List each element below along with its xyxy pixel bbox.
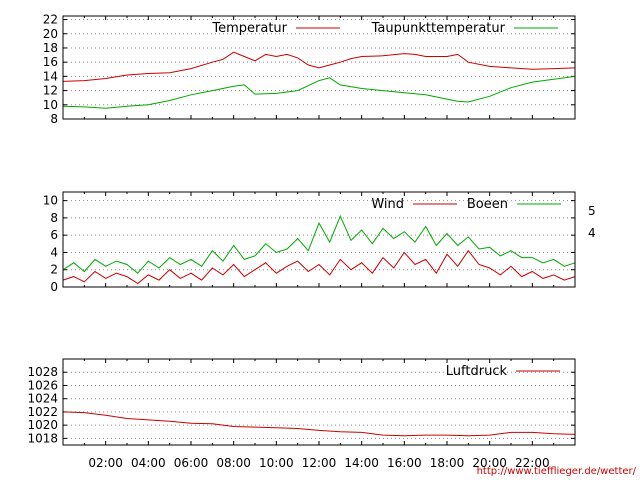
y-tick-label: 10 (43, 98, 58, 112)
x-tick-label: 14:00 (344, 456, 379, 470)
legend-label-temperatur: Temperatur (211, 21, 287, 36)
y-tick-label: 8 (50, 211, 58, 225)
legend-label-luftdruck: Luftdruck (446, 364, 508, 379)
series-line-taupunkttemperatur (62, 75, 576, 109)
y-tick-label: 20 (43, 27, 58, 41)
x-tick-label: 20:00 (472, 456, 507, 470)
y-tick-label: 1018 (27, 431, 58, 445)
side-label: 4 (588, 226, 596, 240)
x-tick-label: 10:00 (259, 456, 294, 470)
chart-panel-2: 0 2 4 6 8 10 Wind Boeen 5 4 (43, 191, 596, 294)
legend-label-taupunkttemperatur: Taupunkttemperatur (371, 21, 506, 36)
x-tick-label: 02:00 (88, 456, 123, 470)
y-tick-label: 1028 (27, 365, 58, 379)
y-tick-label: 10 (43, 194, 58, 208)
series-line-temperatur (62, 51, 576, 82)
plot-frame (62, 358, 576, 446)
x-tick-label: 12:00 (302, 456, 337, 470)
site-credit-link[interactable]: http://www.tiefflieger.de/wetter/ (477, 466, 637, 477)
y-tick-label: 4 (50, 245, 58, 259)
x-tick-label: 18:00 (430, 456, 465, 470)
y-tick-label: 1022 (27, 405, 58, 419)
x-tick-label: 22:00 (515, 456, 550, 470)
y-tick-label: 14 (43, 69, 58, 83)
series-line-luftdruck (62, 411, 576, 437)
y-tick-label: 1020 (27, 418, 58, 432)
legend-label-wind: Wind (371, 197, 404, 212)
y-tick-label: 22 (43, 13, 58, 27)
x-tick-label: 16:00 (387, 456, 422, 470)
plot-frame (62, 15, 576, 120)
plot-frame (62, 191, 576, 288)
y-tick-label: 1024 (27, 392, 58, 406)
x-tick-label: 06:00 (174, 456, 209, 470)
y-tick-label: 8 (50, 112, 58, 126)
legend-label-boeen: Boeen (467, 197, 508, 212)
series-line-boeen (62, 214, 576, 274)
y-tick-label: 1026 (27, 378, 58, 392)
series-line-wind (62, 249, 576, 285)
x-tick-label: 04:00 (131, 456, 166, 470)
y-tick-label: 2 (50, 263, 58, 277)
y-tick-label: 12 (43, 84, 58, 98)
x-axis-tick-labels: 02:00 04:00 06:00 08:00 10:00 12:00 14:00 16:00… (88, 456, 549, 470)
y-tick-label: 6 (50, 228, 58, 242)
y-tick-label: 0 (50, 280, 58, 294)
x-tick-label: 08:00 (216, 456, 251, 470)
y-tick-label: 16 (43, 55, 58, 69)
y-tick-label: 18 (43, 41, 58, 55)
side-label: 5 (588, 204, 596, 218)
